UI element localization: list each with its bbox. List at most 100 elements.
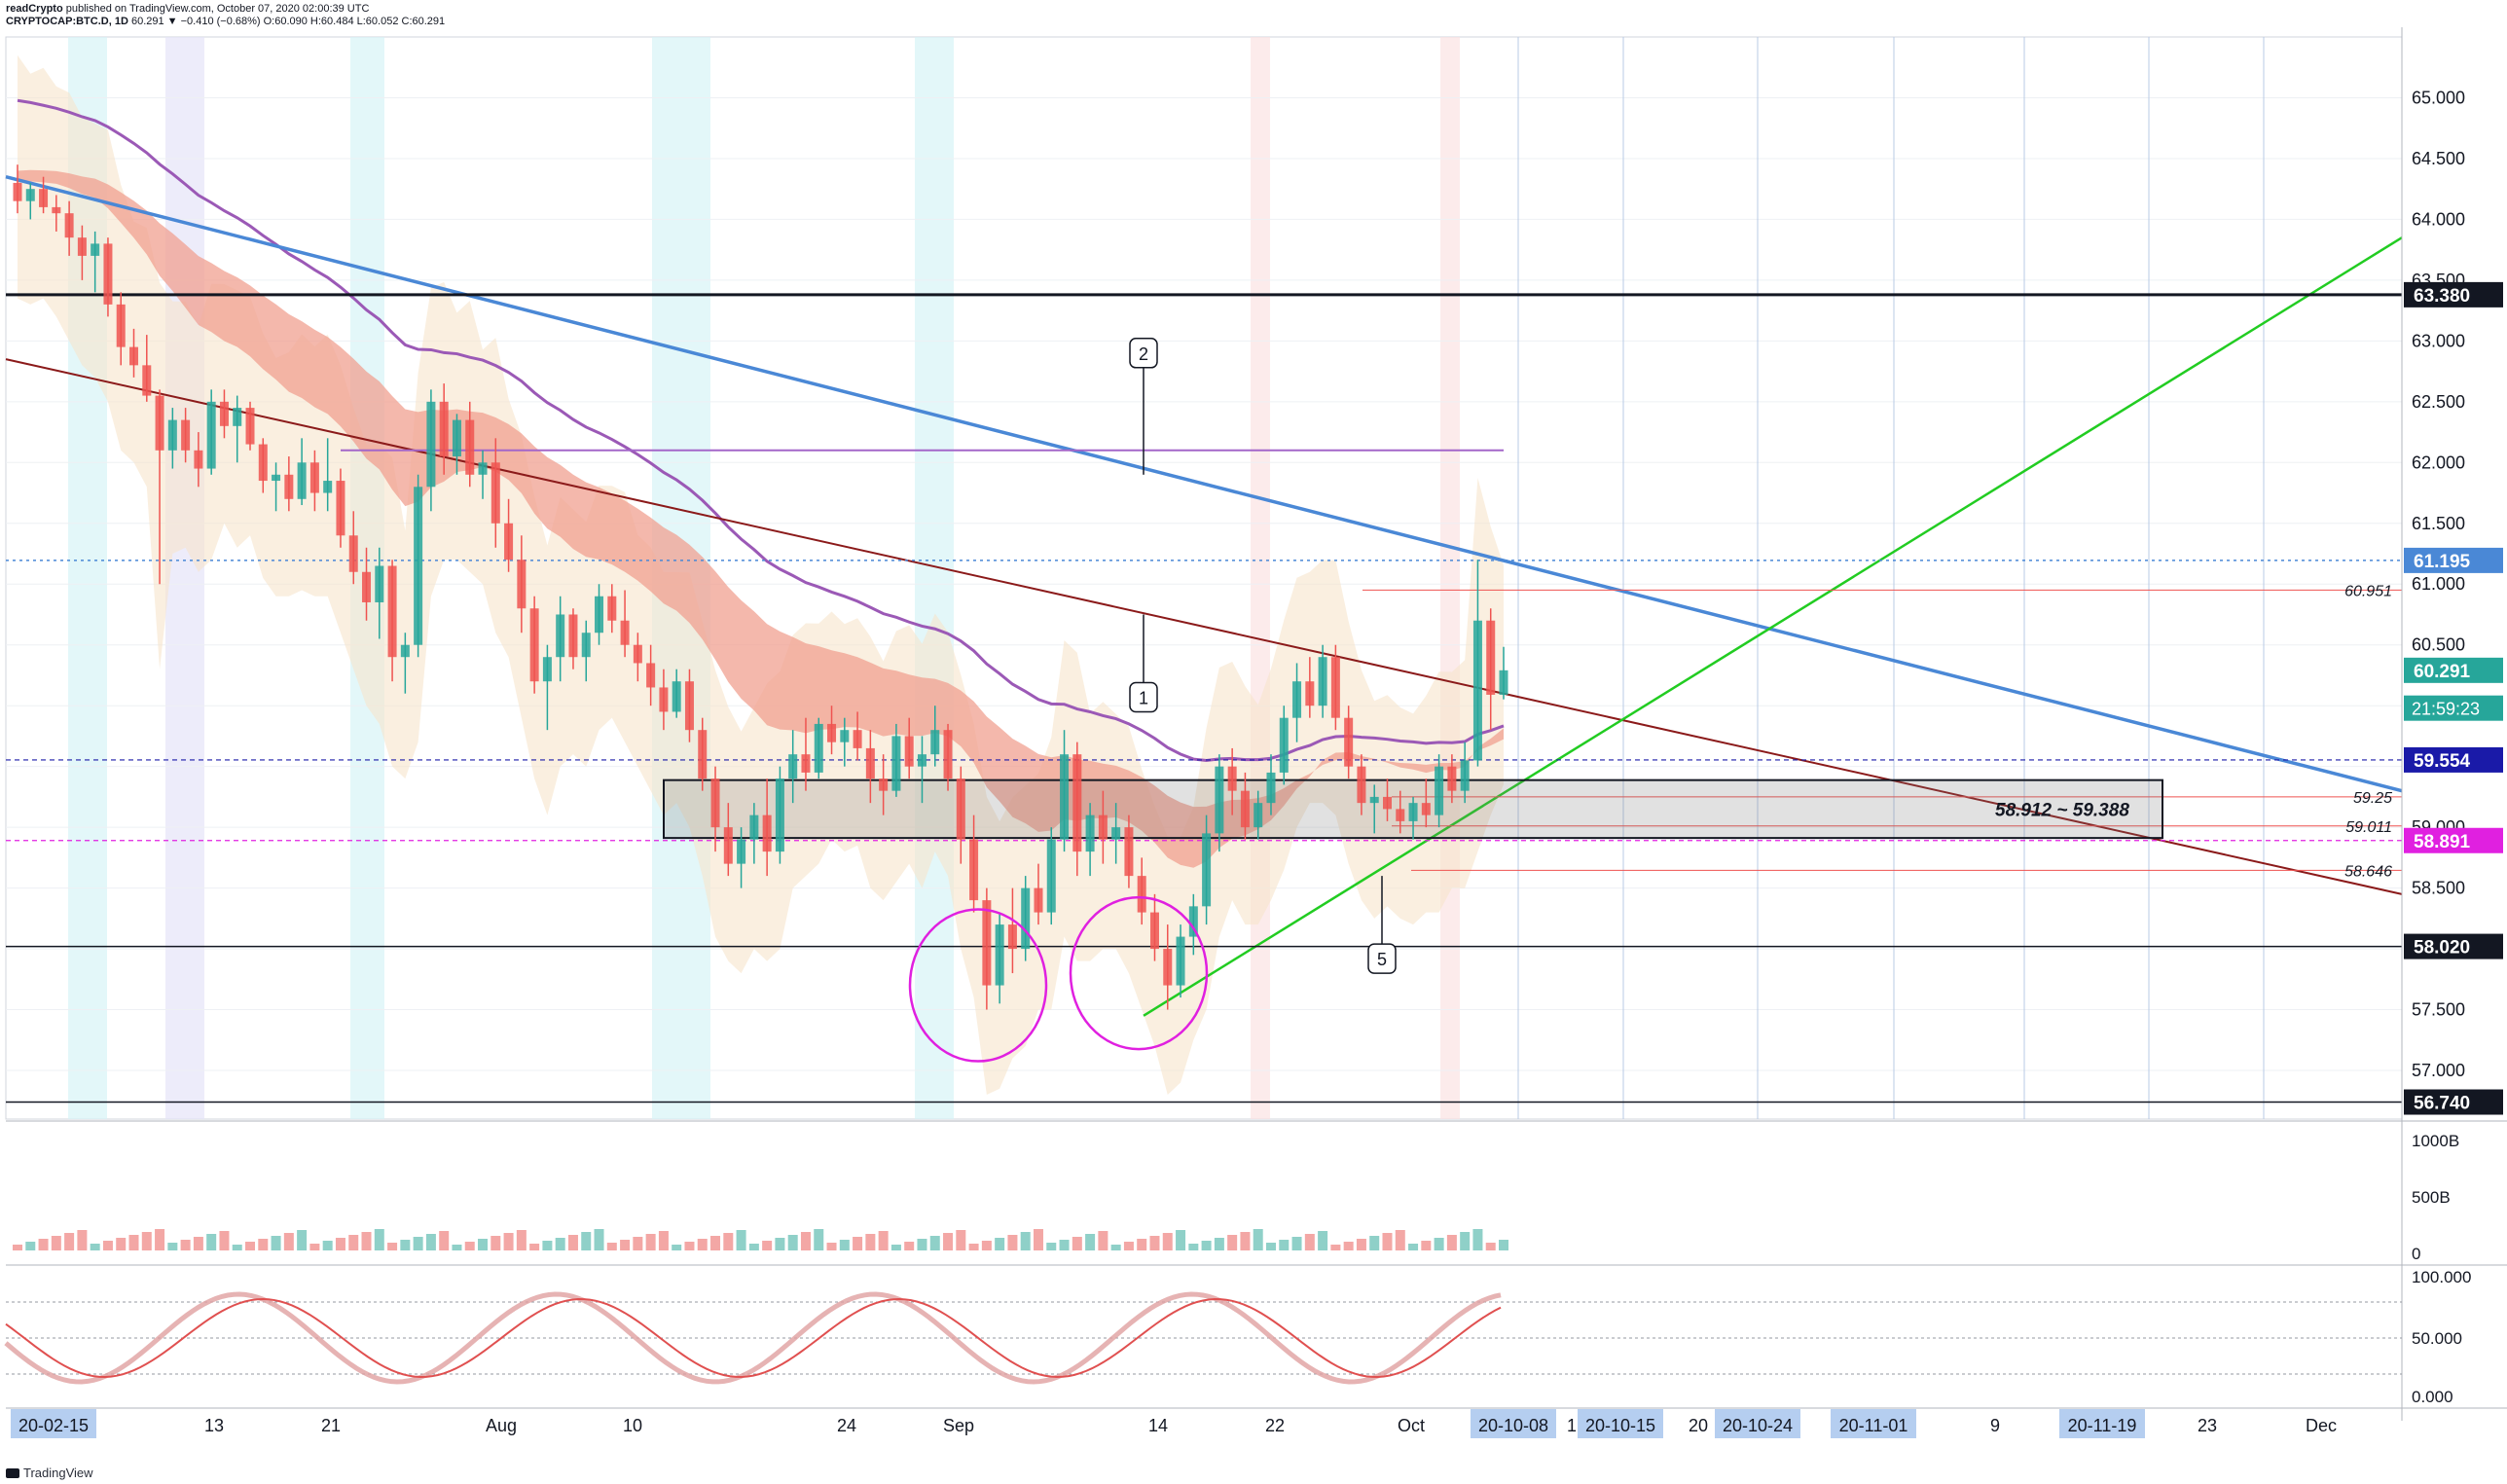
price-tick: 65.000	[2412, 88, 2465, 107]
time-tick: Aug	[486, 1416, 517, 1435]
candle-body	[556, 614, 565, 658]
volume-bar	[90, 1244, 100, 1250]
time-tick: 14	[1148, 1416, 1168, 1435]
volume-bar	[167, 1243, 178, 1250]
candle-body	[891, 736, 901, 791]
candle-body	[840, 730, 850, 742]
volume-bar	[775, 1238, 785, 1250]
price-label: 59.554	[2414, 751, 2471, 772]
date-label-bg	[1715, 1409, 1800, 1438]
candle-body	[1046, 839, 1056, 913]
volume-bar	[762, 1241, 773, 1250]
candle-body	[52, 206, 61, 214]
volume-bar	[271, 1236, 281, 1250]
callout-box	[1367, 943, 1397, 974]
candle-body	[1098, 814, 1108, 840]
candle-body	[1486, 620, 1496, 695]
volume-bar	[1434, 1238, 1444, 1250]
candle-body	[323, 481, 333, 493]
price-tick: 63.000	[2412, 331, 2465, 350]
volume-bar	[1460, 1232, 1471, 1250]
volume-bar	[1291, 1237, 1302, 1250]
volume-bar	[1098, 1231, 1108, 1250]
candle-body	[1124, 827, 1134, 877]
candle-body	[710, 778, 720, 828]
candle-body	[595, 596, 604, 633]
candle-body	[387, 565, 397, 658]
candle-body	[517, 560, 527, 609]
candle-body	[607, 596, 617, 621]
candle-body	[1072, 754, 1082, 852]
volume-bar	[425, 1234, 436, 1250]
price-tick: 61.500	[2412, 514, 2465, 533]
highlight-band	[1251, 37, 1270, 1119]
tradingview-brand[interactable]: TradingView	[6, 1466, 93, 1480]
volume-bar	[1162, 1233, 1173, 1250]
ohlc-readout: 60.291 ▼ −0.410 (−0.68%) O:60.090 H:60.4…	[130, 16, 446, 27]
price-tick: 62.000	[2412, 452, 2465, 472]
candle-body	[181, 419, 191, 451]
candle-body	[1369, 796, 1379, 804]
candle-body	[309, 462, 319, 493]
volume-bar	[1046, 1243, 1057, 1250]
candle-body	[206, 401, 216, 469]
volume-bar	[890, 1245, 901, 1250]
candle-body	[13, 182, 22, 201]
candle-body	[39, 189, 49, 207]
callout-label: 2	[1139, 344, 1148, 364]
volume-bar	[1240, 1232, 1251, 1250]
volume-bar	[529, 1244, 540, 1250]
candle-body	[943, 730, 953, 779]
candle-body	[1111, 827, 1121, 840]
candle-body	[1266, 772, 1276, 804]
candle-body	[284, 474, 294, 499]
candle-body	[749, 814, 759, 840]
candle-body	[1227, 766, 1237, 791]
volume-bar	[1176, 1230, 1186, 1250]
time-tick: 9	[1990, 1416, 2000, 1435]
volume-bar	[594, 1229, 604, 1250]
candle-body	[659, 687, 669, 712]
volume-bar	[1485, 1243, 1496, 1250]
volume-bar	[38, 1239, 49, 1250]
volume-bar	[748, 1244, 759, 1250]
price-label-bg	[2404, 281, 2503, 308]
volume-bar	[645, 1234, 656, 1250]
candle-body	[801, 754, 811, 773]
volume-bar	[697, 1239, 708, 1250]
publisher-name[interactable]: readCrypto	[6, 3, 63, 15]
candle-body	[103, 243, 113, 305]
candle-body	[1292, 681, 1302, 718]
candle-body	[1240, 790, 1250, 828]
green-trendline	[1143, 236, 2403, 1017]
candle-body	[77, 237, 87, 256]
volume-bar	[1304, 1234, 1315, 1250]
volume-bar	[658, 1231, 669, 1250]
volume-bar	[800, 1232, 811, 1250]
volume-bar	[1499, 1240, 1508, 1250]
candle-body	[930, 730, 940, 755]
time-tick: Oct	[1398, 1416, 1425, 1435]
price-tick: 60.500	[2412, 635, 2465, 655]
volume-bar	[1330, 1245, 1341, 1250]
candle-body	[969, 839, 979, 901]
volume-bar	[567, 1235, 578, 1250]
volume-bar	[1214, 1238, 1224, 1250]
volume-bar	[155, 1229, 165, 1250]
volume-bar	[1072, 1237, 1082, 1250]
candle-body	[219, 401, 229, 426]
candle-body	[672, 681, 681, 712]
level-label: 58.646	[2344, 863, 2392, 880]
candle-body	[478, 462, 488, 475]
candle-body	[853, 730, 862, 748]
price-tick: 64.000	[2412, 209, 2465, 229]
oscillator-tick: 0.000	[2412, 1388, 2453, 1406]
candle-body	[568, 614, 578, 658]
volume-bar	[1110, 1245, 1121, 1250]
candle-body	[348, 535, 358, 572]
highlight-band	[1440, 37, 1460, 1119]
volume-bar	[245, 1242, 256, 1250]
date-label-bg	[2059, 1409, 2145, 1438]
price-tick: 57.000	[2412, 1061, 2465, 1080]
